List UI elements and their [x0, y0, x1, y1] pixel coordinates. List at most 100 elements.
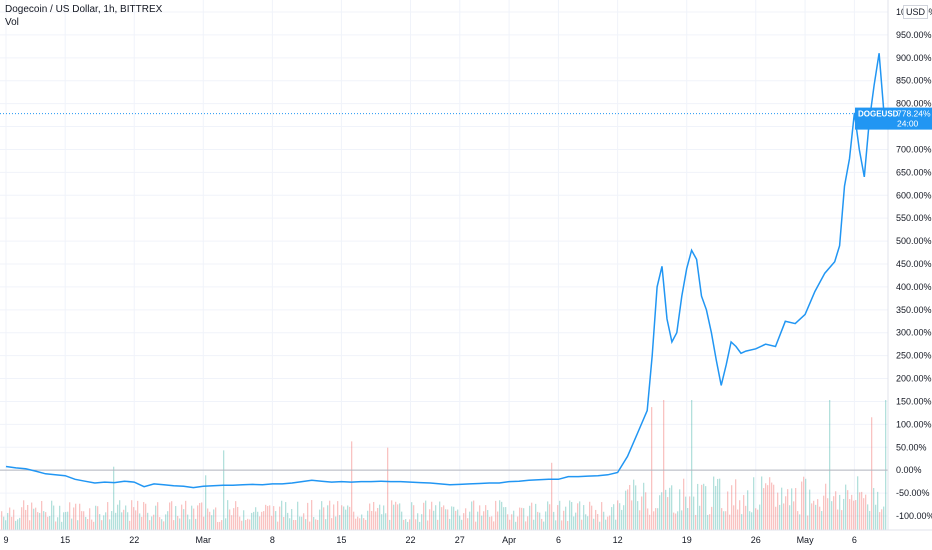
volume-bar — [643, 482, 645, 530]
volume-indicator-label[interactable]: Vol — [5, 17, 19, 28]
volume-bar — [585, 514, 587, 530]
volume-bar — [277, 521, 279, 530]
volume-bar — [473, 500, 475, 530]
volume-bar — [719, 478, 721, 530]
volume-bar — [617, 500, 619, 530]
volume-bar — [713, 476, 715, 530]
volume-bar — [539, 512, 541, 530]
x-tick-label: 27 — [455, 535, 465, 545]
volume-bar — [483, 511, 485, 530]
volume-bar — [561, 520, 563, 530]
volume-bar — [829, 400, 831, 530]
volume-bar — [701, 484, 703, 530]
volume-bar — [579, 501, 581, 530]
volume-bar — [787, 489, 789, 530]
volume-bar — [649, 514, 651, 530]
volume-bar — [279, 506, 281, 530]
price-axis[interactable]: 1000.00%950.00%900.00%850.00%800.00%750.… — [887, 0, 932, 530]
volume-bar — [805, 478, 807, 530]
volume-bar — [229, 509, 231, 530]
volume-bar — [569, 500, 571, 530]
volume-bar — [767, 485, 769, 530]
volume-bar — [19, 517, 21, 530]
volume-bar — [821, 511, 823, 530]
volume-bar — [107, 502, 109, 530]
volume-bar — [13, 509, 15, 530]
volume-bar — [427, 520, 429, 530]
volume-bar — [527, 516, 529, 530]
volume-bar — [63, 512, 65, 530]
volume-bar — [81, 511, 83, 530]
volume-bar — [113, 466, 115, 530]
price-tag-countdown: 24:00 — [897, 119, 919, 129]
volume-bar — [633, 479, 635, 530]
volume-bar — [597, 513, 599, 530]
volume-bar — [541, 518, 543, 530]
dogeusd-series-line — [5, 53, 885, 489]
volume-bar — [49, 516, 51, 530]
chart-title[interactable]: Dogecoin / US Dollar, 1h, BITTREX — [5, 4, 163, 15]
volume-bar — [41, 500, 43, 530]
volume-bar — [149, 520, 151, 530]
volume-bar — [409, 519, 411, 530]
time-axis[interactable]: 9 15 22 Mar 8 15 22 27 Apr 6 12 19 26 May 6 — [0, 529, 932, 545]
volume-bar — [817, 499, 819, 530]
volume-bar — [549, 504, 551, 530]
volume-bar — [879, 512, 881, 530]
volume-bar — [79, 503, 81, 530]
volume-bar — [349, 506, 351, 530]
volume-bar — [391, 500, 393, 530]
volume-bar — [733, 505, 735, 530]
y-tick-label: 250.00% — [896, 351, 932, 361]
volume-bar — [697, 483, 699, 530]
y-tick-label: 550.00% — [896, 213, 932, 223]
currency-label[interactable]: USD — [903, 5, 929, 19]
volume-bar — [557, 505, 559, 530]
volume-bar — [871, 417, 873, 530]
volume-bar — [687, 508, 689, 530]
volume-bar — [663, 400, 665, 530]
volume-bar — [273, 506, 275, 530]
volume-bar — [479, 505, 481, 530]
volume-bar — [365, 519, 367, 530]
volume-bar — [505, 507, 507, 530]
volume-bar — [135, 510, 137, 530]
x-tick-label: 26 — [751, 535, 761, 545]
x-tick-label: 19 — [682, 535, 692, 545]
volume-bar — [627, 489, 629, 530]
chart-grid — [0, 0, 888, 530]
volume-bar — [437, 519, 439, 530]
volume-bar — [185, 500, 187, 530]
volume-bar — [261, 511, 263, 530]
volume-bar — [623, 505, 625, 530]
volume-bar — [675, 513, 677, 530]
volume-bar — [591, 505, 593, 530]
volume-bar — [755, 508, 757, 530]
volume-bar — [827, 498, 829, 530]
volume-bar — [661, 492, 663, 530]
volume-bar — [801, 481, 803, 530]
volume-bar — [177, 515, 179, 530]
volume-bar — [605, 519, 607, 530]
volume-bar — [851, 494, 853, 530]
volume-bar — [665, 489, 667, 530]
y-tick-label: 200.00% — [896, 374, 932, 384]
volume-bar — [593, 518, 595, 530]
volume-bar — [363, 518, 365, 530]
volume-bar — [351, 441, 353, 530]
volume-bar — [615, 519, 617, 530]
volume-bar — [853, 500, 855, 530]
volume-bar — [703, 483, 705, 530]
volume-bar — [75, 503, 77, 530]
volume-bar — [117, 504, 119, 530]
y-tick-label: 650.00% — [896, 167, 932, 177]
volume-bar — [193, 508, 195, 530]
volume-bar — [331, 518, 333, 530]
volume-bar — [507, 514, 509, 530]
volume-bar — [861, 491, 863, 530]
volume-bar — [163, 521, 165, 530]
volume-bar — [453, 506, 455, 530]
volume-bar — [65, 511, 67, 530]
volume-bar — [773, 484, 775, 530]
